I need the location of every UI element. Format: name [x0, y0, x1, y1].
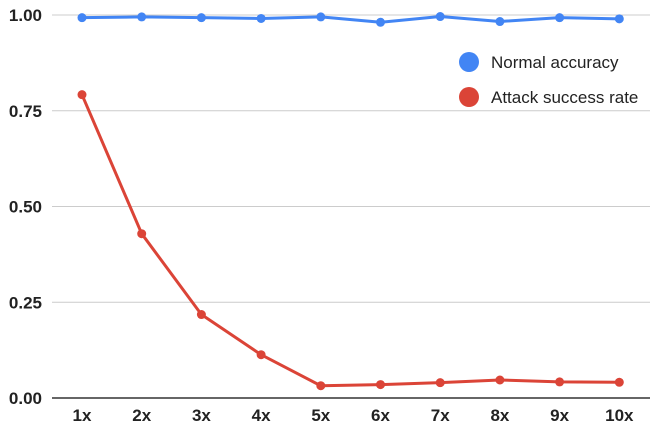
- data-point: [376, 17, 385, 27]
- x-tick-label: 4x: [252, 406, 271, 425]
- data-point: [256, 350, 266, 360]
- gridlines: [52, 14, 650, 399]
- data-point: [435, 378, 445, 388]
- legend-swatch: [459, 87, 479, 107]
- legend-label: Normal accuracy: [491, 53, 619, 72]
- x-tick-label: 2x: [132, 406, 151, 425]
- legend-swatch: [459, 52, 479, 72]
- data-point: [495, 375, 505, 385]
- series-group: [77, 12, 624, 391]
- data-point: [495, 17, 505, 27]
- series-normal-accuracy: [77, 12, 624, 27]
- y-tick-label: 0.75: [9, 102, 42, 121]
- legend: Normal accuracy Attack success rate: [459, 52, 638, 107]
- x-tick-label: 5x: [311, 406, 330, 425]
- series-attack-success-rate: [77, 90, 624, 391]
- x-tick-label: 10x: [605, 406, 634, 425]
- y-tick-label: 1.00: [9, 6, 42, 25]
- data-point: [555, 377, 565, 387]
- data-point: [196, 13, 206, 23]
- data-point: [316, 381, 326, 391]
- data-point: [435, 12, 445, 22]
- data-point: [614, 14, 624, 24]
- legend-item: Normal accuracy: [459, 52, 619, 72]
- data-point: [614, 377, 624, 387]
- y-axis-ticks: 0.00 0.25 0.50 0.75 1.00: [9, 6, 42, 408]
- legend-item: Attack success rate: [459, 87, 638, 107]
- series-line: [80, 15, 621, 24]
- x-tick-label: 3x: [192, 406, 211, 425]
- data-point: [137, 12, 147, 22]
- y-tick-label: 0.00: [9, 389, 42, 408]
- data-point: [137, 229, 147, 239]
- data-point: [196, 310, 206, 320]
- data-point: [555, 13, 565, 23]
- y-tick-label: 0.25: [9, 293, 42, 312]
- x-tick-label: 1x: [73, 406, 92, 425]
- x-axis-ticks: 1x 2x 3x 4x 5x 6x 7x 8x 9x 10x: [73, 406, 634, 425]
- series-line: [80, 93, 621, 388]
- x-tick-label: 9x: [550, 406, 569, 425]
- y-tick-label: 0.50: [9, 198, 42, 217]
- x-tick-label: 8x: [490, 406, 509, 425]
- x-tick-label: 7x: [431, 406, 450, 425]
- data-point: [316, 12, 326, 22]
- data-point: [256, 13, 266, 23]
- legend-label: Attack success rate: [491, 88, 638, 107]
- x-tick-label: 6x: [371, 406, 390, 425]
- data-point: [77, 90, 87, 100]
- data-point: [77, 13, 87, 23]
- data-point: [376, 380, 385, 390]
